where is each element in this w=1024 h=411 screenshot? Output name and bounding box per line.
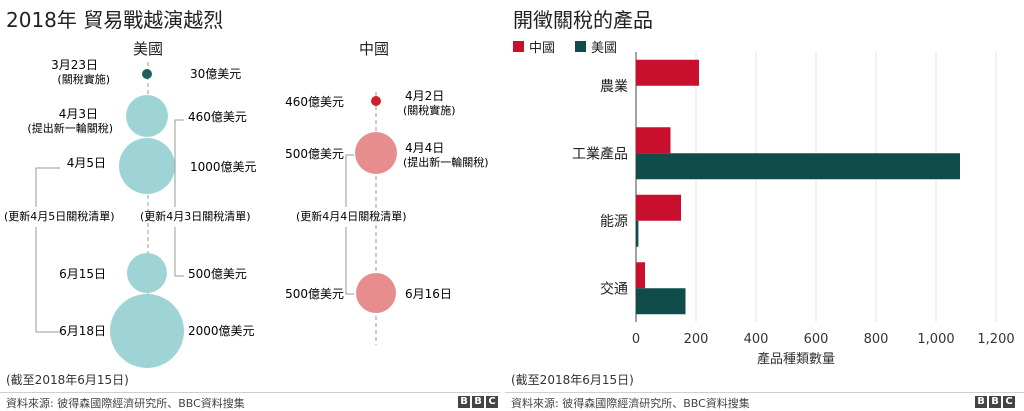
category-label: 交通 [600, 280, 628, 297]
bar-china [636, 194, 681, 221]
timeline-footer-rule [0, 392, 500, 393]
legend-swatch-china [513, 41, 524, 52]
cn-bracket-top [345, 154, 354, 207]
us-amount-apr3: 460億美元 [188, 110, 247, 124]
bar-us [636, 288, 686, 315]
us-amount-apr5: 1000億美元 [190, 160, 257, 174]
chart-legend: 中國 美國 [513, 37, 631, 56]
cn-header: 中國 [359, 40, 389, 58]
x-tick-label: 1,200 [977, 332, 1014, 347]
us-bubble-apr3 [126, 95, 168, 137]
us-bubble-jun15 [127, 253, 167, 293]
us-amount-jun18: 2000億美元 [188, 324, 255, 338]
us-date-mar23: 3月23日 [51, 58, 98, 72]
x-axis-label: 產品種類數量 [757, 351, 835, 367]
cn-amount-jun16: 500億美元 [285, 287, 344, 301]
x-tick-label: 800 [864, 332, 889, 347]
us-bubble-mar23 [142, 69, 152, 79]
bar-us [636, 220, 639, 247]
us-bracket-right-top [174, 119, 184, 207]
cn-date-apr2: 4月2日 [405, 89, 444, 103]
bar-us [636, 153, 960, 180]
bar-china [636, 262, 645, 289]
x-tick-label: 1,000 [917, 332, 954, 347]
timeline-panel: 2018年 貿易戰越演越烈 美國 中國 3月23日 (關稅實施) 4月3日 (提… [0, 0, 500, 411]
category-label: 能源 [600, 214, 628, 230]
x-tick-label: 600 [804, 332, 829, 347]
us-date-apr3: 4月3日 [59, 107, 98, 121]
cn-amount-apr4: 500億美元 [285, 147, 344, 161]
timeline-svg: 美國 中國 3月23日 (關稅實施) 4月3日 (提出新一輪關稅) 4月5日 6… [4, 40, 489, 370]
chart-source: 資料來源: 彼得森國際經濟研究所、BBC資料搜集 [511, 397, 750, 410]
us-sub-mar23: (關稅實施) [57, 72, 110, 86]
timeline-title: 2018年 貿易戰越演越烈 [6, 8, 224, 32]
bar-china [636, 59, 699, 86]
us-bracket-right-bottom [174, 227, 184, 277]
chart-title: 開徵關稅的產品 [513, 8, 653, 32]
legend-item-us: 美國 [575, 37, 617, 56]
timeline-note: (截至2018年6月15日) [6, 373, 129, 387]
us-update-left: (更新4月5日關稅清單) [4, 209, 115, 223]
us-date-jun18: 6月18日 [59, 324, 106, 338]
cn-bracket-bottom [345, 227, 354, 295]
chart-note: (截至2018年6月15日) [511, 373, 634, 387]
cn-sub-apr4: (提出新一輪關稅) [403, 155, 489, 169]
legend-label-us: 美國 [591, 41, 618, 56]
cn-date-jun16: 6月16日 [405, 287, 452, 301]
bar-chart-panel: 開徵關稅的產品 中國 美國 0 200 400 600 800 1,000 1,200 產品種… [505, 0, 1024, 411]
category-label: 工業產品 [572, 145, 628, 162]
legend-swatch-us [575, 41, 587, 52]
bar-china [636, 127, 671, 154]
us-amount-jun15: 500億美元 [188, 267, 247, 281]
us-bracket-left-bottom [35, 227, 60, 333]
us-bracket-left-top [35, 167, 60, 207]
us-bubble-jun18 [110, 294, 184, 368]
cn-bubble-apr2 [371, 96, 381, 106]
us-bubble-apr5 [119, 138, 175, 194]
cn-date-apr4: 4月4日 [405, 141, 444, 155]
us-amount-mar23: 30億美元 [190, 67, 241, 81]
us-header: 美國 [133, 40, 163, 58]
timeline-source: 資料來源: 彼得森國際經濟研究所、BBC資料搜集 [6, 397, 245, 410]
cn-bubble-jun16 [356, 273, 396, 313]
cn-update: (更新4月4日關稅清單) [296, 209, 407, 223]
x-tick-label: 400 [744, 332, 769, 347]
us-update-right: (更新4月3日關稅清單) [140, 209, 251, 223]
x-tick-label: 0 [632, 332, 640, 347]
us-date-apr5: 4月5日 [67, 156, 106, 170]
legend-label-china: 中國 [529, 41, 556, 56]
chart-footer-rule [505, 392, 1024, 393]
us-date-jun15: 6月15日 [59, 267, 106, 281]
cn-bubble-apr4 [355, 132, 397, 174]
cn-amount-apr2: 460億美元 [285, 95, 344, 109]
us-sub-apr3: (提出新一輪關稅) [27, 121, 113, 135]
legend-item-china: 中國 [513, 37, 555, 56]
x-tick-label: 200 [684, 332, 709, 347]
category-label: 農業 [600, 79, 628, 95]
cn-sub-apr2: (關稅實施) [403, 103, 456, 117]
